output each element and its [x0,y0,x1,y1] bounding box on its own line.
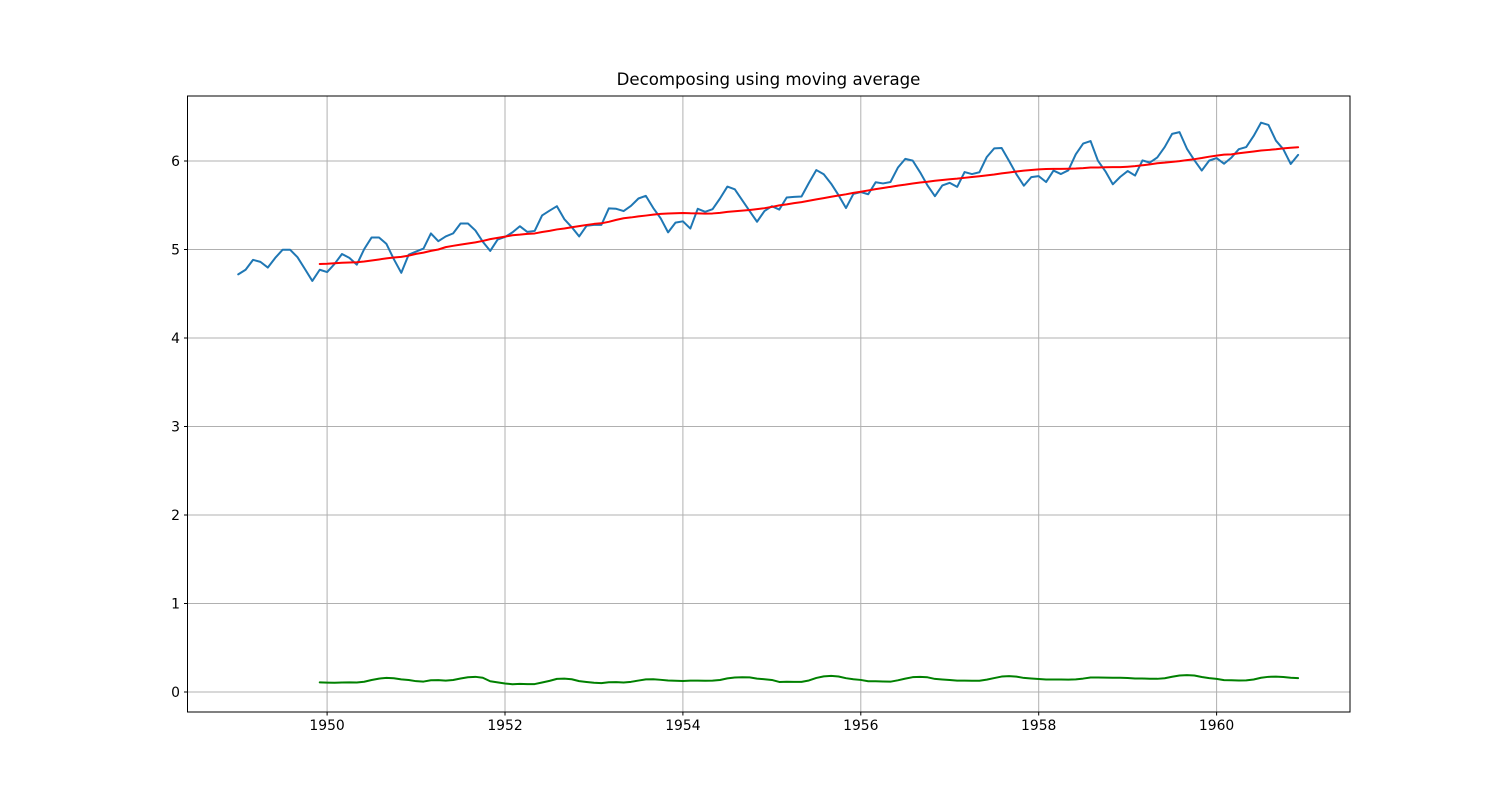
y-tick-label: 1 [171,597,180,613]
x-tick-label: 1952 [487,718,522,734]
plot-border [187,95,1351,713]
y-tick-label: 3 [171,420,180,436]
y-tick-label: 2 [171,508,180,524]
series-trend-moving-average [318,146,1300,265]
series-observed [237,121,1300,282]
x-tick-label: 1954 [665,718,701,734]
y-tick-label: 6 [171,154,180,170]
y-tick-label: 4 [171,331,180,347]
x-tick-label: 1960 [1199,718,1234,734]
series-rolling-std [318,674,1300,686]
x-tick-label: 1956 [843,718,878,734]
y-tick-label: 5 [171,243,180,259]
chart-title: Decomposing using moving average [616,70,921,89]
x-tick-label: 1950 [309,718,344,734]
y-tick-label: 0 [171,685,180,701]
x-tick-label: 1958 [1021,718,1056,734]
